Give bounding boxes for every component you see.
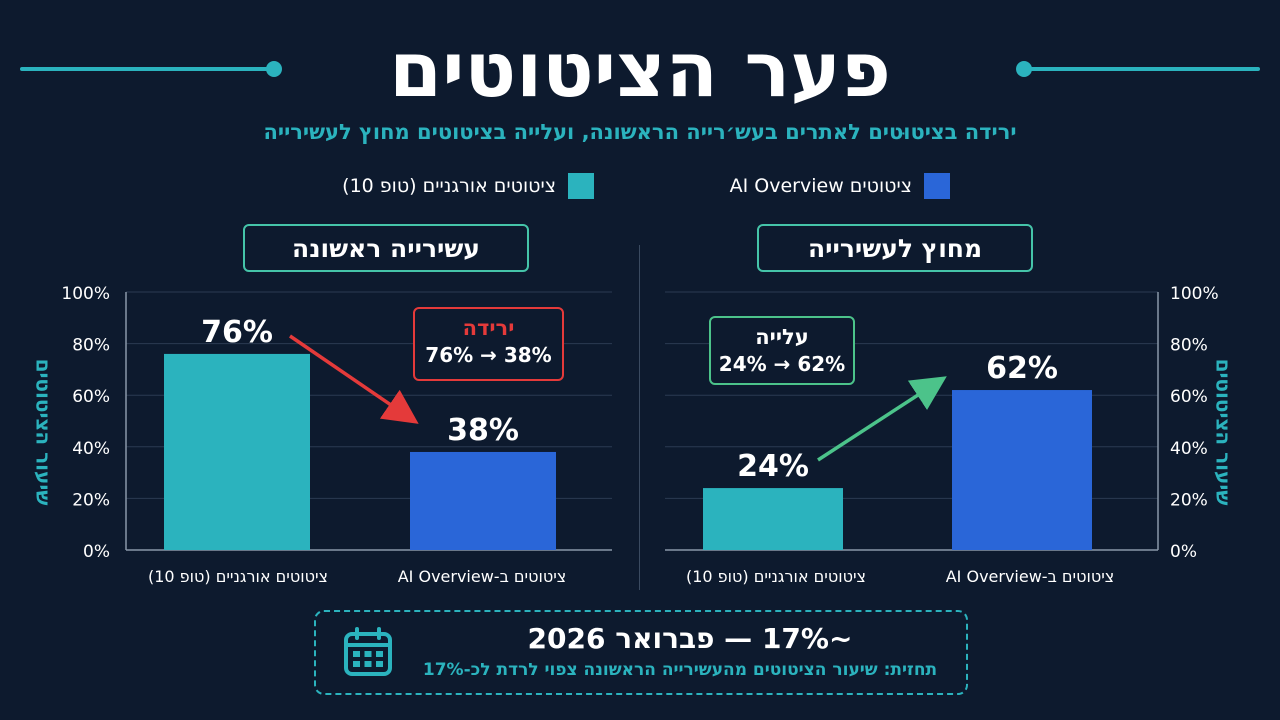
bar [952, 390, 1092, 550]
drop-callout-value: 76% → 38% [425, 343, 552, 367]
rise-callout: עלייה 24% → 62% [709, 316, 855, 385]
calendar-icon [344, 627, 392, 676]
y-tick-label: 0% [83, 542, 110, 562]
x-category-label: ציטוטים אורגניים (טופ 10) [686, 567, 866, 586]
y-tick-label: 20% [72, 490, 110, 510]
bar-value-label: 76% [201, 315, 273, 350]
page-subtitle: ירידה בציטוּטים לאתרים בעש׳רייה הראשונה,… [263, 120, 1017, 144]
x-category-label: ציטוטים אורגניים (טופ 10) [148, 567, 328, 586]
forecast-note-text: תחזית: שיעור הציטוטים מהעשירייה הראשונה … [422, 660, 938, 680]
rise-trend-arrow [817, 376, 947, 462]
bar [703, 488, 843, 550]
title-decoration-right-line [1030, 67, 1260, 71]
bar-value-label: 24% [737, 449, 809, 484]
forecast-main-text: ~17% — פברואר 2026 [527, 622, 853, 655]
y-tick-label: 100% [61, 284, 110, 304]
panel-title-outside: מחוץ לעשירייה [757, 224, 1033, 272]
legend-item-ai: ציטוטים AI Overview [730, 172, 950, 200]
bar-value-label: 62% [986, 351, 1058, 386]
bar-value-label: 38% [447, 413, 519, 448]
bar [410, 451, 556, 550]
legend-label-ai: ציטוטים AI Overview [729, 175, 912, 197]
chart-outside-ten: 0% 20% 40% 60% 80% 100% 24% ציטוטים אורגניים (ט… [665, 284, 1219, 586]
y-tick-label: 80% [72, 336, 110, 356]
drop-callout-title: ירידה [462, 316, 515, 340]
forecast-box [314, 610, 968, 695]
drop-trend-arrow [289, 334, 419, 424]
legend-label-organic: ציטוטים אורגניים (טופ 10) [342, 175, 556, 197]
legend-item-organic: ציטוטים אורגניים (טופ 10) [342, 172, 594, 200]
y-tick-label: 60% [72, 387, 110, 407]
y-tick-label: 40% [1170, 439, 1208, 459]
rise-callout-title: עלייה [755, 325, 809, 349]
bar [164, 353, 310, 550]
y-tick-label: 0% [1170, 542, 1197, 562]
x-category-label: ציטוטים ב-AI Overview [946, 567, 1115, 586]
rise-callout-value: 24% → 62% [718, 352, 846, 376]
y-tick-label: 80% [1170, 336, 1208, 356]
chart-first-ten: 0% 20% 40% 60% 80% 100% 76% ציטוטים אורגניים (ט… [61, 284, 612, 586]
page-title: פער הציטוטים [389, 25, 891, 114]
panel-divider [639, 245, 640, 590]
legend-swatch-ai [924, 173, 950, 199]
drop-callout: ירידה 76% → 38% [413, 307, 564, 381]
y-tick-label: 100% [1170, 284, 1219, 304]
y-tick-label: 40% [72, 439, 110, 459]
title-decoration-left-dot [266, 61, 282, 77]
x-category-label: ציטוטים ב-AI Overview [398, 567, 567, 586]
title-decoration-right-dot [1016, 61, 1032, 77]
legend-swatch-organic [568, 173, 594, 199]
y-tick-label: 60% [1170, 387, 1208, 407]
y-tick-label: 20% [1170, 490, 1208, 510]
title-decoration-left-line [20, 67, 272, 71]
panel-title-first: עשירייה ראשונה [243, 224, 529, 272]
